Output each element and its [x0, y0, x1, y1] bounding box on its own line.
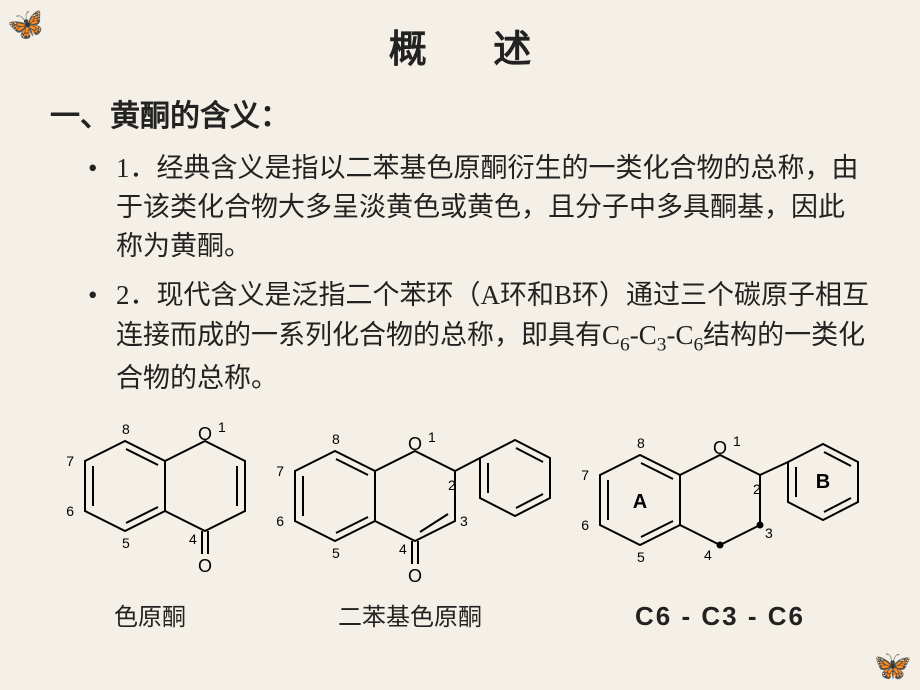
svg-text:O: O — [408, 566, 422, 586]
section-heading: 一、黄酮的含义： — [50, 91, 870, 135]
slide: 🦋 🦋 概 述 一、黄酮的含义： 1．经典含义是指以二苯基色原酮衍生的一类化合物… — [0, 0, 920, 690]
svg-text:3: 3 — [460, 513, 468, 529]
diagram-c6c3c6: O A B 1 2 3 4 5 6 7 8 C6 - C3 - C6 — [570, 420, 870, 632]
diagram-row: O O 1 2 3 4 5 6 7 8 色原酮 — [50, 416, 870, 632]
bullet-list: 1．经典含义是指以二苯基色原酮衍生的一类化合物的总称，由于该类化合物大多呈淡黄色… — [84, 149, 870, 398]
svg-text:1: 1 — [428, 429, 436, 445]
svg-text:2: 2 — [753, 481, 761, 497]
svg-text:O: O — [408, 434, 422, 454]
svg-text:O: O — [198, 424, 212, 444]
svg-text:A: A — [633, 491, 647, 513]
diagram-chromone: O O 1 2 3 4 5 6 7 8 色原酮 — [50, 416, 250, 632]
list-item: 1．经典含义是指以二苯基色原酮衍生的一类化合物的总称，由于该类化合物大多呈淡黄色… — [84, 149, 870, 266]
diagram-formula: C6 - C3 - C6 — [635, 601, 805, 632]
svg-text:7: 7 — [276, 463, 284, 479]
subscript: 3 — [657, 334, 667, 355]
diphenylchromone-structure: O O 1 2 3 4 5 6 7 8 — [265, 416, 555, 591]
diagram-caption: 二苯基色原酮 — [338, 597, 482, 632]
svg-text:4: 4 — [704, 547, 712, 563]
svg-text:O: O — [713, 438, 727, 458]
chromone-structure: O O 1 2 3 4 5 6 7 8 — [50, 416, 250, 591]
svg-text:6: 6 — [276, 513, 284, 529]
svg-text:2: 2 — [448, 477, 456, 493]
bullet-text: -C — [666, 320, 693, 350]
svg-text:B: B — [816, 471, 830, 493]
list-item: 2．现代含义是泛指二个苯环（A环和B环）通过三个碳原子相互连接而成的一系列化合物… — [84, 276, 870, 398]
svg-text:4: 4 — [189, 531, 197, 547]
svg-text:5: 5 — [122, 535, 130, 551]
svg-text:3: 3 — [765, 525, 773, 541]
svg-text:8: 8 — [332, 431, 340, 447]
subscript: 6 — [693, 334, 703, 355]
svg-text:O: O — [198, 556, 212, 576]
subscript: 6 — [620, 334, 630, 355]
svg-text:7: 7 — [581, 467, 589, 483]
svg-text:1: 1 — [733, 433, 741, 449]
svg-text:6: 6 — [581, 517, 589, 533]
svg-text:1: 1 — [218, 419, 226, 435]
page-title: 概 述 — [78, 18, 870, 73]
svg-text:5: 5 — [332, 545, 340, 561]
svg-text:6: 6 — [66, 503, 74, 519]
bullet-text: -C — [630, 320, 657, 350]
svg-text:4: 4 — [399, 541, 407, 557]
diagram-diphenylchromone: O O 1 2 3 4 5 6 7 8 二苯基色原酮 — [265, 416, 555, 632]
svg-text:8: 8 — [637, 435, 645, 451]
bullet-text: 1．经典含义是指以二苯基色原酮衍生的一类化合物的总称，由于该类化合物大多呈淡黄色… — [116, 153, 859, 261]
butterfly-icon: 🦋 — [5, 4, 49, 46]
svg-text:5: 5 — [637, 549, 645, 565]
diagram-caption: 色原酮 — [114, 597, 186, 632]
butterfly-icon: 🦋 — [869, 645, 913, 687]
svg-text:8: 8 — [122, 421, 130, 437]
svg-text:7: 7 — [66, 453, 74, 469]
c6c3c6-structure: O A B 1 2 3 4 5 6 7 8 — [570, 420, 870, 595]
